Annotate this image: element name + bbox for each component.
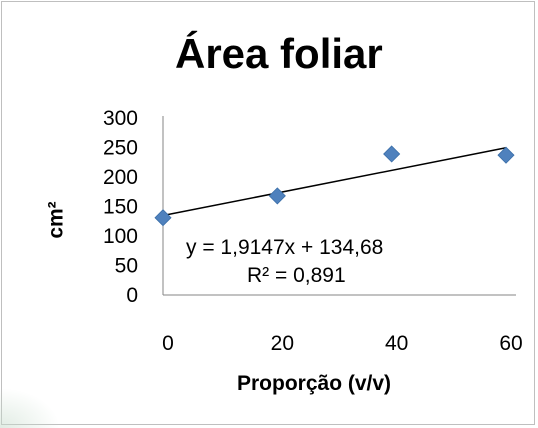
y-tick-labels: 0 50 100 150 200 250 300 xyxy=(103,107,138,307)
trendline xyxy=(162,147,507,217)
x-tick-label: 0 xyxy=(162,332,174,355)
y-tick-label: 150 xyxy=(103,196,138,219)
x-axis-label: Proporção (v/v) xyxy=(237,372,392,395)
data-point xyxy=(383,145,401,163)
trendline-r-squared: R² = 0,891 xyxy=(247,264,346,287)
background-decoration xyxy=(0,388,60,428)
trendline-layer xyxy=(162,147,507,217)
x-tick-label: 20 xyxy=(271,332,294,355)
y-tick-label: 50 xyxy=(115,255,138,278)
data-point xyxy=(268,187,286,205)
data-point xyxy=(497,146,515,164)
chart-title: Área foliar xyxy=(175,30,383,77)
x-tick-label: 40 xyxy=(385,332,408,355)
y-tick-label: 250 xyxy=(103,137,138,160)
y-tick-label: 0 xyxy=(126,284,138,307)
x-tick-labels: 0 20 40 60 xyxy=(162,332,523,355)
x-tick-label: 60 xyxy=(499,332,522,355)
trendline-equation: y = 1,9147x + 134,68 xyxy=(186,236,384,259)
y-tick-label: 100 xyxy=(103,225,138,248)
y-tick-label: 300 xyxy=(103,107,138,130)
data-point xyxy=(154,209,172,227)
data-points xyxy=(154,145,515,227)
axes xyxy=(162,116,516,296)
y-tick-label: 200 xyxy=(103,166,138,189)
